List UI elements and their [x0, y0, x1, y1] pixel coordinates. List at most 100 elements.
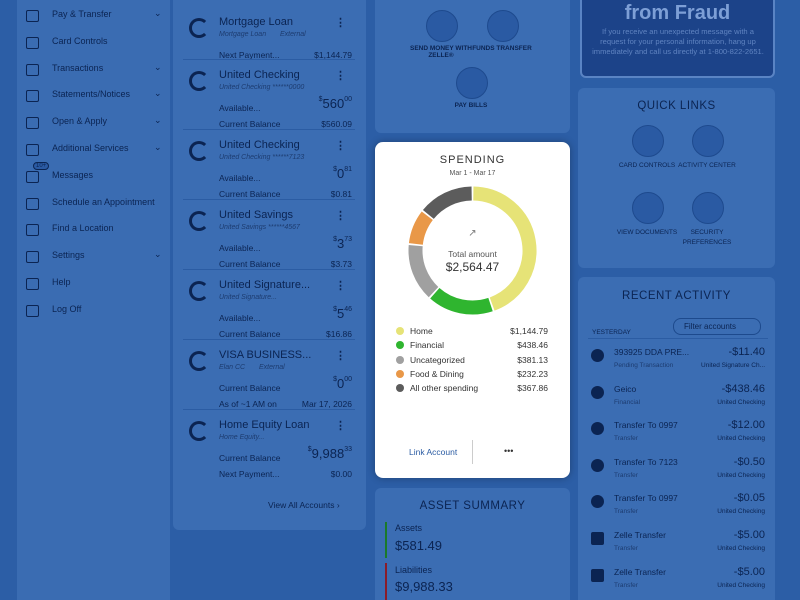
account-name: United Savings	[219, 209, 293, 221]
filter: Filter accounts	[673, 318, 761, 335]
menu-icon	[26, 251, 39, 264]
liabilities: $9,988.33	[395, 579, 453, 594]
row-value: $0.81	[330, 189, 352, 199]
amount-whole: 560	[322, 96, 345, 111]
row-label: Current Balance	[219, 119, 281, 129]
menu-item: Settings	[52, 250, 85, 261]
amount-sup: $	[333, 166, 337, 173]
action-label: SEND MONEY WITH ZELLE®	[410, 45, 472, 59]
account-icon	[189, 211, 209, 231]
tx-category: Transfer	[614, 471, 638, 479]
total-label: Total amount	[448, 249, 497, 259]
legend-name: All other spending	[410, 383, 479, 394]
account-sub: United Savings ******4567	[219, 224, 300, 231]
tx-category: Transfer	[614, 545, 638, 552]
ra-title: RECENT ACTIVITY	[622, 290, 731, 302]
asset-bar	[385, 522, 387, 558]
row-label: Current Balance	[219, 259, 281, 269]
ql-icon	[692, 192, 724, 224]
legend-amount: $232.23	[517, 368, 548, 379]
sidebar	[17, 0, 170, 600]
account-icon	[189, 71, 209, 91]
chevron: ⌄	[154, 88, 162, 99]
account-sub: Elan CC	[219, 364, 246, 371]
row-label: Current Balance	[219, 329, 281, 339]
donut-segment	[422, 186, 473, 220]
asset-card	[375, 488, 570, 600]
liab-label: Liabilities	[395, 565, 433, 575]
account-menu: ⋮	[335, 350, 346, 362]
tx-icon	[591, 422, 604, 436]
asset-title: ASSET SUMMARY	[419, 500, 526, 512]
assets-label: Assets	[395, 523, 423, 533]
menu-item: Messages	[52, 169, 94, 180]
tx-category: Transfer	[614, 581, 638, 589]
row-value: $16.86	[326, 329, 352, 339]
tx-amount: -$438.46	[721, 382, 765, 395]
legend-name: Food & Dining	[410, 368, 464, 379]
row-label: Current Balance	[219, 383, 281, 393]
row-label: Available...	[219, 313, 261, 323]
row-label: Next Payment...	[219, 469, 280, 479]
row-amount: $9,98833	[308, 446, 352, 461]
menu-icon	[26, 170, 39, 183]
account-sub: United Signature...	[219, 294, 277, 301]
day: YESTERDAY	[592, 329, 631, 336]
donut-segment	[408, 245, 439, 298]
tx-account: United Checking	[717, 581, 765, 589]
assets: $581.49	[395, 538, 442, 553]
action-label: FUNDS TRANSFER	[472, 45, 532, 52]
donut-segment	[473, 186, 537, 311]
trend-icon: ↗	[468, 228, 477, 239]
action-icon	[426, 10, 458, 42]
fraud-title: from Fraud	[624, 2, 731, 24]
menu-icon	[26, 144, 39, 156]
tx-icon	[591, 458, 604, 472]
separator	[183, 59, 355, 60]
ql-label: VIEW DOCUMENTS	[616, 229, 678, 236]
account-name: VISA BUSINESS...	[219, 349, 312, 361]
amount-sup: $	[333, 376, 337, 383]
row-value: $3.73	[330, 259, 352, 269]
account-sub: Home Equity...	[219, 434, 265, 441]
row-amount: $081	[333, 166, 352, 181]
menu-icon	[26, 90, 39, 103]
tx-category: Financial	[614, 398, 641, 406]
link-account: Link Account	[409, 447, 458, 457]
account-name: Home Equity Loan	[219, 419, 310, 431]
menu-item: Additional Services	[52, 143, 129, 153]
menu-item: Pay & Transfer	[52, 9, 112, 19]
amount-whole: 5	[336, 306, 345, 321]
amount-whole: 0	[336, 166, 345, 181]
amount-cents: 00	[344, 96, 352, 103]
legend-name: Financial	[410, 340, 445, 351]
tx-icon	[591, 385, 604, 399]
tx-amount: -$12.00	[727, 419, 765, 432]
tx-icon	[591, 568, 604, 582]
account-menu: ⋮	[335, 17, 346, 29]
legend-dot	[396, 355, 404, 364]
menu-item: Log Off	[52, 303, 82, 314]
ql-icon	[632, 125, 664, 157]
tx-name: Transfer To 0997	[614, 420, 678, 431]
amount-cents: 00	[344, 376, 352, 383]
tx-category: Transfer	[614, 435, 638, 443]
more: •••	[504, 446, 514, 456]
row-amount: $546	[333, 306, 352, 321]
tx-account: United Checking	[717, 471, 765, 479]
legend-name: Home	[410, 326, 433, 336]
amount-cents: 46	[344, 306, 352, 313]
amount-sup: $	[318, 96, 323, 103]
account-name: United Checking	[219, 139, 300, 151]
menu-item: Schedule an Appointment	[52, 196, 155, 207]
tx-category: Transfer	[614, 508, 638, 516]
menu-icon	[26, 304, 39, 317]
row-label: As of ~1 AM on	[219, 399, 277, 409]
chevron: ⌄	[154, 249, 162, 260]
amount-whole: 3	[336, 236, 345, 251]
action-icon	[456, 67, 488, 99]
menu-item: Transactions	[52, 62, 104, 73]
ql-icon	[632, 192, 664, 224]
account-name: Mortgage Loan	[219, 16, 293, 28]
badge: 10+	[33, 162, 50, 170]
